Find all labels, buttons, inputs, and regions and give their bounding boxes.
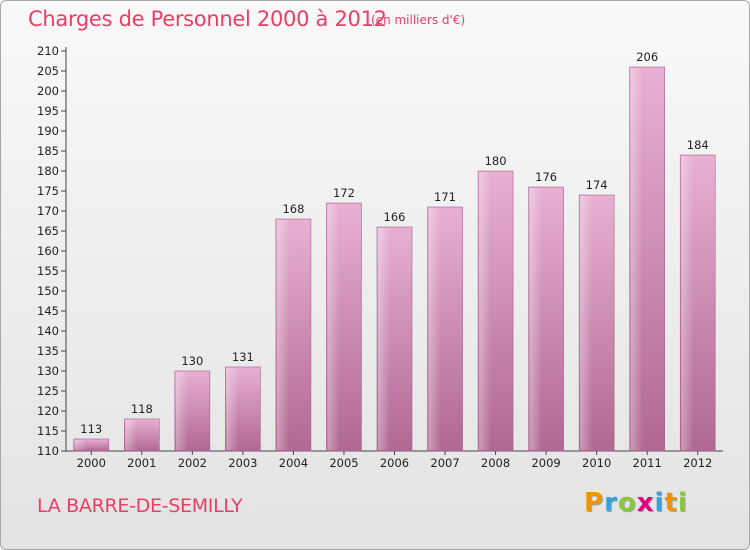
x-tick-label: 2001 xyxy=(127,456,156,470)
bar-highlight xyxy=(378,228,391,450)
bar-value-label: 113 xyxy=(80,422,102,436)
x-tick-label: 2012 xyxy=(683,456,712,470)
x-tick-label: 2000 xyxy=(77,456,106,470)
y-tick-label: 110 xyxy=(37,444,59,458)
y-tick-label: 175 xyxy=(37,184,59,198)
logo-letter: r xyxy=(604,488,618,518)
bar-value-label: 171 xyxy=(434,190,456,204)
y-tick-label: 135 xyxy=(37,344,59,358)
bar-value-label: 118 xyxy=(131,402,153,416)
x-tick-label: 2008 xyxy=(481,456,510,470)
y-tick-label: 190 xyxy=(37,124,59,138)
logo-letter: i xyxy=(654,488,665,518)
bar-highlight xyxy=(580,196,593,450)
bar-highlight xyxy=(327,204,340,450)
bar-highlight xyxy=(226,368,239,450)
x-tick-label: 2011 xyxy=(633,456,662,470)
chart-title: Charges de Personnel 2000 à 2012 xyxy=(28,7,387,31)
logo-letter: t xyxy=(664,488,678,518)
bar-highlight xyxy=(276,220,290,450)
y-tick-label: 210 xyxy=(37,44,59,58)
bar-highlight xyxy=(175,372,189,450)
y-tick-label: 125 xyxy=(37,384,59,398)
logo-letter: i xyxy=(677,488,688,518)
y-tick-label: 130 xyxy=(37,364,59,378)
y-tick-label: 170 xyxy=(37,204,59,218)
bar-value-label: 174 xyxy=(586,178,608,192)
bar-value-label: 180 xyxy=(485,154,507,168)
bar-value-label: 166 xyxy=(384,210,406,224)
x-tick-label: 2009 xyxy=(531,456,560,470)
y-tick-label: 150 xyxy=(37,284,59,298)
x-tick-label: 2004 xyxy=(279,456,308,470)
y-tick-label: 200 xyxy=(37,84,59,98)
bar-value-label: 176 xyxy=(535,170,557,184)
x-tick-label: 2003 xyxy=(228,456,257,470)
y-tick-label: 165 xyxy=(37,224,59,238)
logo-letter: x xyxy=(636,488,655,518)
bar-highlight xyxy=(74,440,88,450)
city-name: LA BARRE-DE-SEMILLY xyxy=(37,495,243,517)
x-tick-label: 2002 xyxy=(178,456,207,470)
logo-letter: P xyxy=(584,488,605,518)
bar-highlight xyxy=(125,420,138,450)
bar-highlight xyxy=(428,208,441,450)
bar-value-label: 206 xyxy=(636,50,658,64)
y-tick-label: 160 xyxy=(37,244,59,258)
y-tick-label: 120 xyxy=(37,404,59,418)
y-tick-label: 145 xyxy=(37,304,59,318)
bar-value-label: 172 xyxy=(333,186,355,200)
y-tick-label: 155 xyxy=(37,264,59,278)
x-tick-label: 2005 xyxy=(329,456,358,470)
bar-value-label: 184 xyxy=(687,138,709,152)
y-tick-label: 140 xyxy=(37,324,59,338)
logo-letter: o xyxy=(617,488,637,518)
bar-value-label: 168 xyxy=(282,202,304,216)
x-tick-label: 2007 xyxy=(430,456,459,470)
y-tick-label: 205 xyxy=(37,64,59,78)
y-tick-label: 195 xyxy=(37,104,59,118)
bar-value-label: 130 xyxy=(181,354,203,368)
x-tick-label: 2006 xyxy=(380,456,409,470)
y-tick-label: 115 xyxy=(37,424,59,438)
bar-highlight xyxy=(479,172,492,450)
bar-highlight xyxy=(630,68,643,450)
x-tick-label: 2010 xyxy=(582,456,611,470)
y-tick-label: 180 xyxy=(37,164,59,178)
bar-value-label: 131 xyxy=(232,350,254,364)
chart-subtitle: (en milliers d'€) xyxy=(371,13,466,27)
proxiti-logo: Proxiti xyxy=(584,488,688,518)
bar-highlight xyxy=(529,188,542,450)
y-tick-label: 185 xyxy=(37,144,59,158)
bar-highlight xyxy=(681,156,694,450)
